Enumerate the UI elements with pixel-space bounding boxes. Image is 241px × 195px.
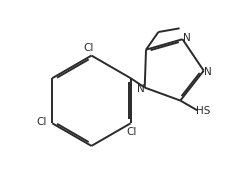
Text: N: N — [137, 84, 145, 94]
Text: Cl: Cl — [83, 43, 94, 53]
Text: Cl: Cl — [127, 127, 137, 137]
Text: HS: HS — [196, 106, 211, 116]
Text: Cl: Cl — [36, 117, 47, 127]
Text: N: N — [183, 33, 191, 43]
Text: N: N — [204, 67, 212, 77]
